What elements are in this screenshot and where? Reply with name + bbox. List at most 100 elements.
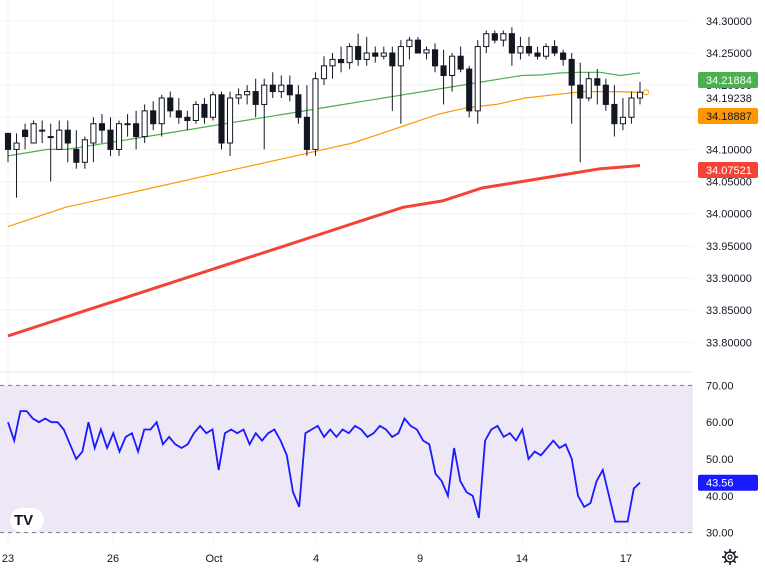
candle-body <box>261 84 268 105</box>
candle <box>568 53 575 124</box>
candle-body <box>594 78 601 86</box>
candle <box>449 53 456 92</box>
candle <box>474 40 481 124</box>
candle-body <box>338 58 345 64</box>
candle-body <box>611 103 618 125</box>
candle-body <box>64 129 71 144</box>
time-axis[interactable]: 23 26 Oct 4 9 14 17 <box>2 553 632 565</box>
price-tick-label: 33.80000 <box>706 337 752 349</box>
rsi-tick-label: 30.00 <box>706 528 734 540</box>
candle-body <box>389 52 396 67</box>
gear-icon[interactable] <box>722 549 738 565</box>
candle <box>90 117 97 163</box>
candle <box>372 46 379 63</box>
candle <box>269 72 276 98</box>
candle-body <box>107 129 114 150</box>
candle <box>64 120 71 163</box>
candle-body <box>312 78 319 150</box>
candle-body <box>636 91 644 99</box>
candle-body <box>30 123 37 144</box>
price-tag-last: 34.19238 <box>698 90 758 106</box>
candle <box>440 49 447 105</box>
candle-body <box>244 91 251 96</box>
candle <box>209 91 217 121</box>
candle-body <box>346 46 353 64</box>
candle-body <box>192 103 199 122</box>
candle <box>355 33 362 66</box>
price-tag-text: 34.18887 <box>706 111 752 123</box>
tradingview-logo[interactable]: TV <box>10 508 44 532</box>
ma-line-3 <box>7 164 641 338</box>
price-tag-text: 43.56 <box>706 478 734 490</box>
candle-body <box>269 84 276 93</box>
candle <box>508 27 515 66</box>
rsi-tick-label: 40.00 <box>706 491 734 503</box>
time-tick-label: Oct <box>205 553 222 565</box>
candle-body <box>372 52 379 57</box>
candle-body <box>184 116 191 121</box>
time-tick-label: 4 <box>313 553 319 565</box>
time-tick-label: 26 <box>107 553 119 565</box>
candle <box>295 85 302 124</box>
candle <box>431 43 439 73</box>
price-tag-ma-green: 34.21884 <box>698 72 758 88</box>
candle-body <box>115 123 123 150</box>
candle-body <box>124 123 131 126</box>
candle <box>457 46 464 73</box>
candle-body <box>449 55 456 77</box>
candle <box>81 136 88 169</box>
price-axis[interactable]: 34.3000034.2500034.2000034.1500034.10000… <box>706 16 752 349</box>
candle <box>150 101 157 131</box>
candle-body <box>218 94 225 144</box>
candle-body <box>39 129 46 132</box>
candle <box>338 46 345 73</box>
price-tick-label: 33.85000 <box>706 305 752 317</box>
candle <box>184 110 191 131</box>
rsi-axis[interactable]: 70.00 60.00 50.00 40.00 30.00 <box>706 380 734 539</box>
candle <box>244 85 251 105</box>
rsi-tick-label: 50.00 <box>706 454 734 466</box>
candle-body <box>235 94 242 99</box>
candle-body <box>98 123 106 131</box>
price-tick-label: 34.10000 <box>706 144 752 156</box>
candle-body <box>252 91 259 105</box>
candle-body <box>577 84 584 99</box>
candle-body <box>355 46 362 60</box>
candle-body <box>380 52 387 57</box>
candle <box>491 30 498 44</box>
rsi-value-tag: 43.56 <box>698 474 758 491</box>
candle-body <box>150 110 157 125</box>
moving-average-lines <box>7 71 641 338</box>
candle-body <box>568 58 575 86</box>
candle <box>500 30 507 47</box>
candle-body <box>363 52 370 60</box>
price-tick-label: 34.00000 <box>706 209 752 221</box>
rsi-band <box>0 385 693 533</box>
candle <box>115 120 123 156</box>
candle-body <box>286 84 293 96</box>
candle <box>423 46 430 60</box>
candle <box>585 72 592 102</box>
candle-body <box>466 68 473 112</box>
candle-body <box>508 33 515 54</box>
rsi-tick-label: 70.00 <box>706 380 734 392</box>
candle-body <box>534 52 541 57</box>
candle <box>141 104 148 143</box>
candle <box>56 120 63 150</box>
price-tick-label: 33.90000 <box>706 273 752 285</box>
candle <box>278 75 285 98</box>
candle-body <box>397 46 404 67</box>
rsi-line <box>7 410 641 523</box>
candle-body <box>602 84 609 105</box>
price-tag-ma-orange: 34.18887 <box>698 108 758 124</box>
candle-body <box>141 110 148 138</box>
candle-body <box>491 33 498 41</box>
candle <box>133 110 140 150</box>
candle <box>380 46 387 60</box>
candle <box>389 46 396 111</box>
price-tick-label: 34.30000 <box>706 16 752 28</box>
candle-body <box>329 58 336 67</box>
candle <box>312 72 319 156</box>
price-tags: 34.21884 34.19238 34.18887 34.07521 43.56 <box>698 72 758 491</box>
